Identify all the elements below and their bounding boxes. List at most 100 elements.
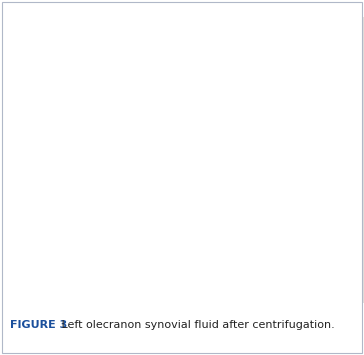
Bar [280, 17, 281, 303]
Bar [98, 49, 102, 290]
Bar [278, 17, 322, 303]
Bar [56, 17, 100, 303]
Bar [337, 73, 359, 75]
Bar [63, 73, 94, 75]
Bar [63, 118, 94, 119]
Bar [337, 228, 359, 229]
Bar [189, 17, 195, 303]
Bar [337, 228, 359, 229]
Bar [361, 17, 364, 303]
Bar [285, 51, 315, 53]
Bar [285, 206, 315, 207]
Bar [285, 29, 315, 31]
Bar [285, 95, 315, 97]
Bar [361, 17, 363, 303]
Bar [4, 289, 360, 303]
Bar [361, 17, 363, 303]
Bar [177, 272, 207, 273]
Bar [4, 47, 360, 303]
Bar [219, 249, 277, 277]
Bar [210, 17, 213, 303]
Bar [63, 206, 94, 207]
Bar [170, 17, 214, 303]
Bar [7, 51, 29, 53]
Bar [337, 250, 359, 251]
Bar [337, 29, 359, 31]
Bar [7, 73, 29, 75]
Bar [210, 17, 214, 303]
Bar [7, 272, 29, 273]
Bar [361, 17, 364, 303]
Ellipse shape [99, 279, 161, 297]
Bar [285, 73, 315, 75]
Bar [63, 140, 94, 141]
Bar [2, 17, 34, 303]
Bar [223, 49, 226, 277]
Bar [58, 17, 60, 303]
Bar [99, 49, 161, 67]
Bar [233, 49, 262, 277]
Bar [278, 17, 281, 303]
Bar [285, 140, 315, 141]
Bar [177, 184, 207, 185]
Bar [337, 73, 359, 75]
Bar [177, 206, 207, 207]
Bar [99, 49, 106, 290]
Bar [318, 17, 319, 303]
Bar [210, 17, 211, 303]
Bar [229, 49, 230, 277]
Bar [274, 49, 278, 277]
Bar [4, 47, 360, 303]
Bar [177, 51, 207, 53]
Bar [177, 95, 207, 97]
Bar [170, 17, 174, 303]
Bar [337, 206, 359, 207]
Bar [56, 17, 60, 303]
Bar [285, 29, 315, 31]
Bar [16, 17, 20, 303]
Bar [63, 29, 94, 31]
Bar [7, 95, 29, 97]
Bar [278, 17, 322, 303]
Bar [333, 17, 335, 303]
Bar [285, 73, 315, 75]
Bar [4, 17, 5, 303]
Bar [99, 262, 161, 290]
Bar [63, 51, 94, 53]
Bar [337, 95, 359, 97]
Bar [96, 17, 99, 303]
Bar [228, 49, 229, 277]
Bar [210, 17, 213, 303]
Bar [7, 228, 29, 229]
Bar [110, 49, 111, 290]
Bar [223, 49, 226, 277]
Bar [31, 17, 34, 303]
Bar [189, 17, 195, 303]
Ellipse shape [113, 269, 147, 291]
Bar [337, 118, 359, 119]
Bar [96, 17, 100, 303]
Bar [285, 118, 315, 119]
Bar [318, 17, 320, 303]
Bar [109, 49, 110, 290]
Bar [337, 272, 359, 273]
Bar [210, 17, 211, 303]
Bar [63, 73, 94, 75]
Bar [285, 162, 315, 163]
Bar [337, 140, 359, 141]
Bar [177, 162, 207, 163]
Bar [346, 17, 350, 303]
Bar [177, 228, 207, 229]
Bar [285, 250, 315, 251]
Bar [31, 17, 34, 303]
Bar [177, 29, 207, 31]
Text: FIGURE 3: FIGURE 3 [10, 320, 67, 330]
Bar [337, 184, 359, 185]
Bar [7, 162, 29, 163]
Bar [99, 49, 161, 290]
Bar [7, 118, 29, 119]
Bar [285, 228, 315, 229]
Bar [220, 49, 226, 277]
Bar [285, 184, 315, 185]
Bar [318, 17, 322, 303]
